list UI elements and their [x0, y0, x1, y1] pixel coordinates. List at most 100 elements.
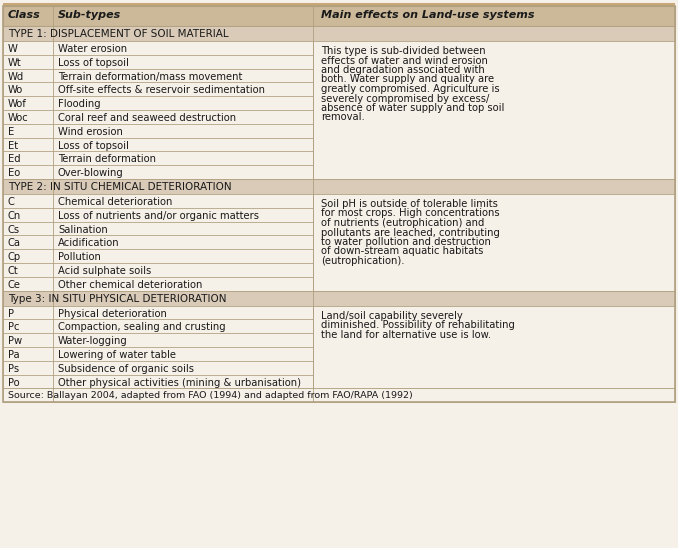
- Bar: [3, 3, 675, 6]
- Text: Sub-types: Sub-types: [58, 10, 121, 20]
- Text: pollutants are leached, contributing: pollutants are leached, contributing: [321, 227, 500, 237]
- Text: Wd: Wd: [8, 72, 24, 82]
- Text: Chemical deterioration: Chemical deterioration: [58, 197, 172, 207]
- Text: Subsidence of organic soils: Subsidence of organic soils: [58, 364, 194, 374]
- Text: diminished. Possibility of rehabilitating: diminished. Possibility of rehabilitatin…: [321, 320, 515, 330]
- Text: Wind erosion: Wind erosion: [58, 127, 123, 137]
- Bar: [3, 179, 675, 194]
- Bar: [3, 221, 313, 236]
- Bar: [3, 277, 313, 290]
- Text: Land/soil capability severely: Land/soil capability severely: [321, 311, 463, 321]
- Text: Cn: Cn: [8, 211, 21, 221]
- Text: Ed: Ed: [8, 155, 20, 164]
- Bar: [313, 194, 675, 290]
- Text: Other physical activities (mining & urbanisation): Other physical activities (mining & urba…: [58, 378, 301, 387]
- Text: Class: Class: [8, 10, 41, 20]
- Text: effects of water and wind erosion: effects of water and wind erosion: [321, 55, 488, 66]
- Bar: [3, 194, 313, 208]
- Bar: [3, 151, 313, 165]
- Text: Type 3: IN SITU PHYSICAL DETERIORATION: Type 3: IN SITU PHYSICAL DETERIORATION: [8, 294, 226, 304]
- Text: removal.: removal.: [321, 112, 365, 123]
- Text: Woc: Woc: [8, 113, 28, 123]
- Text: Pc: Pc: [8, 322, 20, 333]
- Text: Off-site effects & reservoir sedimentation: Off-site effects & reservoir sedimentati…: [58, 85, 265, 95]
- Text: Ps: Ps: [8, 364, 19, 374]
- Text: Po: Po: [8, 378, 20, 387]
- Text: Loss of nutrients and/or organic matters: Loss of nutrients and/or organic matters: [58, 211, 259, 221]
- Text: Wof: Wof: [8, 99, 27, 109]
- Bar: [3, 375, 313, 389]
- Text: Eo: Eo: [8, 168, 20, 178]
- Text: absence of water supply and top soil: absence of water supply and top soil: [321, 103, 504, 113]
- Text: Water erosion: Water erosion: [58, 44, 127, 54]
- Text: Loss of topsoil: Loss of topsoil: [58, 58, 129, 68]
- Bar: [313, 41, 675, 179]
- Text: Salination: Salination: [58, 225, 108, 235]
- Bar: [3, 263, 313, 277]
- Bar: [3, 41, 313, 55]
- Text: Soil pH is outside of tolerable limits: Soil pH is outside of tolerable limits: [321, 199, 498, 209]
- Bar: [3, 306, 313, 319]
- Bar: [3, 347, 313, 361]
- Text: (eutrophication).: (eutrophication).: [321, 256, 405, 266]
- Bar: [3, 165, 313, 179]
- Bar: [3, 389, 675, 402]
- Bar: [3, 333, 313, 347]
- Bar: [3, 82, 313, 96]
- Bar: [313, 306, 675, 389]
- Text: greatly compromised. Agriculture is: greatly compromised. Agriculture is: [321, 84, 500, 94]
- Text: E: E: [8, 127, 14, 137]
- Text: Source: Ballayan 2004, adapted from FAO (1994) and adapted from FAO/RAPA (1992): Source: Ballayan 2004, adapted from FAO …: [8, 391, 413, 401]
- Bar: [3, 26, 675, 41]
- Text: Ce: Ce: [8, 280, 21, 290]
- Text: Lowering of water table: Lowering of water table: [58, 350, 176, 360]
- Bar: [3, 236, 313, 249]
- Text: Coral reef and seaweed destruction: Coral reef and seaweed destruction: [58, 113, 236, 123]
- Text: both. Water supply and quality are: both. Water supply and quality are: [321, 75, 494, 84]
- Text: Et: Et: [8, 141, 18, 151]
- Text: Flooding: Flooding: [58, 99, 100, 109]
- Text: of down-stream aquatic habitats: of down-stream aquatic habitats: [321, 247, 483, 256]
- Text: Cs: Cs: [8, 225, 20, 235]
- Text: Wo: Wo: [8, 85, 23, 95]
- Bar: [3, 290, 675, 306]
- Text: Water-logging: Water-logging: [58, 336, 127, 346]
- Text: Main effects on Land-use systems: Main effects on Land-use systems: [321, 10, 534, 20]
- Text: Other chemical deterioration: Other chemical deterioration: [58, 280, 202, 290]
- Bar: [3, 110, 313, 124]
- Bar: [3, 138, 313, 151]
- Text: Cp: Cp: [8, 252, 21, 262]
- Bar: [3, 68, 313, 82]
- Text: and degradation associated with: and degradation associated with: [321, 65, 485, 75]
- Text: Ct: Ct: [8, 266, 19, 276]
- Text: This type is sub-divided between: This type is sub-divided between: [321, 46, 485, 56]
- Text: Acidification: Acidification: [58, 238, 119, 248]
- Text: Acid sulphate soils: Acid sulphate soils: [58, 266, 151, 276]
- Text: for most crops. High concentrations: for most crops. High concentrations: [321, 208, 500, 219]
- Text: Pa: Pa: [8, 350, 20, 360]
- Text: the land for alternative use is low.: the land for alternative use is low.: [321, 329, 491, 340]
- Text: TYPE 2: IN SITU CHEMICAL DETERIORATION: TYPE 2: IN SITU CHEMICAL DETERIORATION: [8, 182, 232, 192]
- Text: of nutrients (eutrophication) and: of nutrients (eutrophication) and: [321, 218, 484, 228]
- Bar: [3, 361, 313, 375]
- Text: Over-blowing: Over-blowing: [58, 168, 124, 178]
- Text: P: P: [8, 309, 14, 318]
- Bar: [3, 249, 313, 263]
- Text: C: C: [8, 197, 15, 207]
- Bar: [3, 6, 675, 26]
- Bar: [3, 208, 313, 221]
- Text: severely compromised by excess/: severely compromised by excess/: [321, 94, 490, 104]
- Text: Physical deterioration: Physical deterioration: [58, 309, 167, 318]
- Text: to water pollution and destruction: to water pollution and destruction: [321, 237, 491, 247]
- Bar: [3, 55, 313, 68]
- Bar: [3, 124, 313, 138]
- Text: TYPE 1: DISPLACEMENT OF SOIL MATERIAL: TYPE 1: DISPLACEMENT OF SOIL MATERIAL: [8, 29, 228, 39]
- Text: Pollution: Pollution: [58, 252, 101, 262]
- Text: Wt: Wt: [8, 58, 22, 68]
- Bar: [3, 319, 313, 333]
- Text: Loss of topsoil: Loss of topsoil: [58, 141, 129, 151]
- Text: W: W: [8, 44, 18, 54]
- Bar: [3, 6, 675, 402]
- Text: Pw: Pw: [8, 336, 22, 346]
- Text: Ca: Ca: [8, 238, 21, 248]
